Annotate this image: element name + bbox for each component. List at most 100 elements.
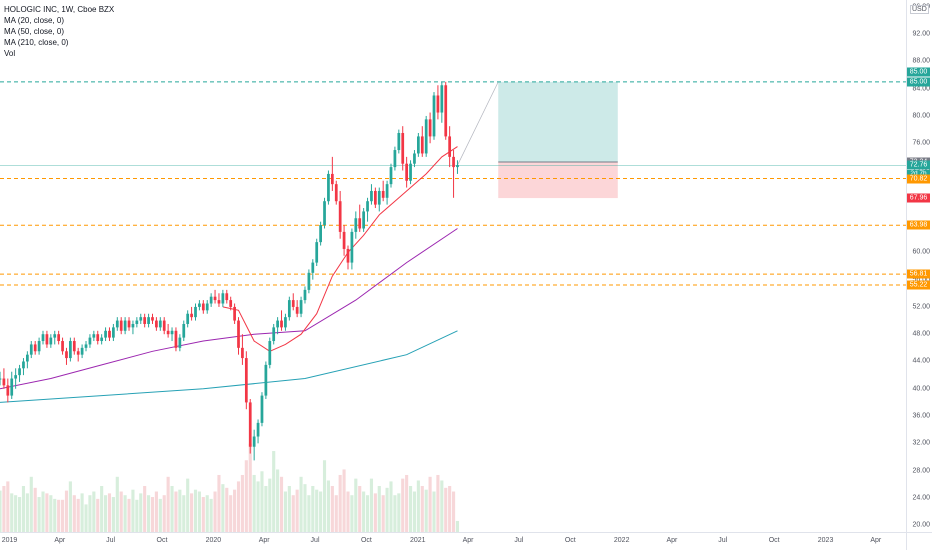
candle-body [143,317,147,324]
candle-body [217,300,221,304]
volume-bar [143,486,147,532]
candle-body [6,385,10,396]
volume-bar [334,495,338,532]
candle-body [315,242,319,263]
volume-bar [408,486,413,532]
ma50-legend[interactable]: MA (50, close, 0) [4,27,65,36]
candle-body [29,344,33,355]
ma210-legend[interactable]: MA (210, close, 0) [4,38,69,47]
candle-body [33,344,37,352]
volume-bar [29,476,33,532]
price-tag: 85.00 [907,67,930,77]
volume-bar [428,476,432,532]
volume-bar [84,504,88,532]
candle-body [272,327,276,342]
candle-body [428,119,432,137]
volume-bar [369,478,374,532]
candle-body [268,341,272,365]
volume-bar [385,487,389,532]
volume-bar [25,493,29,532]
volume-legend[interactable]: Vol [4,49,16,58]
candle-body [252,436,256,447]
candle-body [139,317,143,321]
candle-body [456,165,459,168]
volume-bar [264,486,268,532]
candle-body [244,358,248,403]
time-axis-label: Jul [106,537,116,544]
volume-bar [444,487,448,532]
volume-bar [268,478,272,532]
candle-body [166,330,170,335]
volume-bar [107,493,112,532]
candle-body [225,293,229,301]
volume-bar [389,481,393,532]
candle-body [213,296,217,301]
volume-bar [455,520,460,532]
candle-body [158,320,162,328]
volume-bar [127,498,131,532]
candle-body [108,330,111,338]
time-axis-label: 2021 [410,537,426,544]
volume-bar [354,478,358,532]
volume-bar [186,478,190,532]
candle-body [311,262,315,273]
volume-bar [45,493,49,532]
volume-bar [154,491,158,532]
candle-body [413,153,416,164]
price-chart-canvas[interactable] [0,0,906,532]
volume-bar [365,495,370,532]
volume-bar [209,498,213,532]
candle-body [346,248,350,263]
volume-bar [307,495,311,532]
volume-bar [225,487,229,532]
time-axis[interactable]: 2019 Apr Jul Oct 2020 Apr Jul Oct 2021 Apr Jul Oct 2… [0,532,906,551]
price-tag: 70.82 [907,174,930,184]
ma20-legend[interactable]: MA (20, close, 0) [4,16,65,25]
candle-body [248,402,252,447]
price-scale-divider [906,0,907,550]
volume-bar [131,489,135,532]
volume-bar [252,474,256,532]
candle-body [330,173,334,185]
volume-bar [197,491,201,532]
volume-bar [41,491,45,532]
candle-body [155,320,158,328]
candle-body [2,378,6,386]
volume-bar [135,499,139,532]
time-axis-label: Apr [54,537,66,544]
volume-bar [412,491,417,532]
volume-bar [319,491,323,532]
volume-bar [123,495,127,532]
candle-body [26,354,29,362]
candle-body [350,231,354,263]
volume-bar [64,490,69,532]
candle-body [198,303,201,307]
candle-body [92,334,96,338]
volume-bar [229,495,233,532]
candle-body [174,330,178,348]
candle-body [72,341,76,352]
symbol-title[interactable]: HOLOGIC INC, 1W, Cboe BZX [4,5,115,14]
volume-bar [350,495,354,532]
volume-bar [14,495,18,532]
candle-body [57,334,61,342]
volume-bar [315,489,319,532]
volume-bar [256,481,260,532]
volume-bar [76,498,80,532]
candle-body [432,95,436,137]
volume-bar [72,495,76,532]
price-scale-label: 60.00 [912,248,930,256]
volume-bar [49,495,53,532]
candle-body [323,201,326,226]
volume-bar [436,474,440,532]
candle-body [237,320,240,348]
candle-body [409,163,412,181]
volume-bar [2,486,6,532]
currency-label[interactable]: USD [910,5,929,14]
candle-body [119,320,123,331]
candle-body [299,300,303,314]
volume-bar [342,469,346,532]
candle-body [190,313,193,318]
ma20-line [222,146,458,352]
